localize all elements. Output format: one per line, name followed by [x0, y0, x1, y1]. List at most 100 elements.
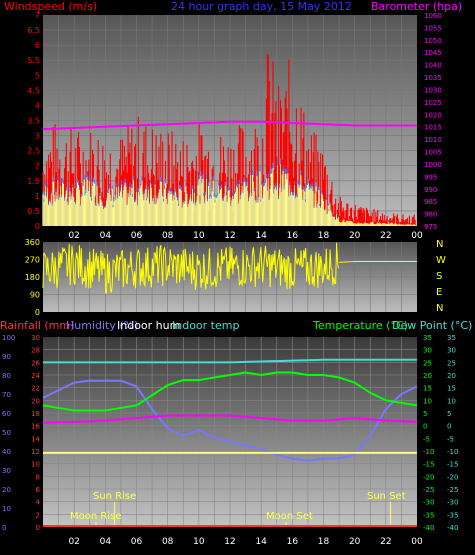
- wind-tick-label: 6: [35, 41, 40, 50]
- temp-tick-label: 0: [423, 423, 427, 431]
- baro-tick-label: 975: [424, 223, 437, 231]
- rain-tick-label: 20: [31, 397, 40, 405]
- compass-label: W: [436, 255, 446, 266]
- wind-tick-label: 0.5: [27, 207, 40, 216]
- temp-tick-label: -25: [423, 486, 434, 494]
- x-tick-label: 18: [318, 537, 330, 547]
- compass-label: S: [436, 271, 442, 282]
- baro-tick-label: 1025: [424, 99, 442, 107]
- dewpoint-tick-label: 35: [447, 334, 456, 342]
- compass-label: N: [436, 303, 443, 314]
- humidity-tick-label: 90: [2, 353, 11, 361]
- temp-tick-label: 10: [423, 397, 432, 405]
- baro-tick-label: 1015: [424, 124, 442, 132]
- dewpoint-tick-label: 5: [447, 410, 451, 418]
- baro-tick-label: 1035: [424, 74, 442, 82]
- humidity-line: [42, 379, 418, 462]
- temp-tick-label: 30: [423, 347, 432, 355]
- x-tick-label: 22: [380, 537, 391, 547]
- rain-tick-label: 24: [31, 372, 40, 380]
- x-tick-label: 10: [193, 537, 205, 547]
- temp-tick-label: 25: [423, 359, 432, 367]
- temp-tick-label: -5: [423, 435, 430, 443]
- temp-tick-label: -20: [423, 473, 434, 481]
- compass-label: E: [436, 287, 442, 298]
- moon-set-label: Moon Set: [266, 511, 313, 522]
- indoor-temp-line: [43, 358, 417, 364]
- temp-tick-label: -40: [423, 524, 434, 532]
- temp-tick-label: -35: [423, 511, 434, 519]
- temp-tick-label: 15: [423, 385, 432, 393]
- dewpoint-tick-label: -10: [447, 448, 458, 456]
- wind-direction-line: [42, 242, 339, 294]
- x-tick-label: 02: [68, 231, 79, 241]
- dewpoint-tick-label: 0: [447, 423, 451, 431]
- wind-tick-label: 2.5: [27, 147, 40, 156]
- temp-tick-label: 35: [423, 334, 432, 342]
- baro-tick-label: 985: [424, 198, 437, 206]
- dewpoint-tick-label: -40: [447, 524, 458, 532]
- x-tick-label: 16: [287, 231, 299, 241]
- rain-tick-label: 26: [31, 359, 40, 367]
- wind-tick-label: 1: [35, 192, 40, 201]
- wind-direction-calm-line: [339, 260, 417, 263]
- dewpoint-tick-label: 20: [447, 372, 456, 380]
- x-tick-label: 06: [131, 231, 143, 241]
- sun-rise-label: Sun Rise: [93, 491, 136, 502]
- baro-tick-label: 1060: [424, 12, 442, 20]
- baro-tick-label: 1030: [424, 86, 442, 94]
- x-tick-label: 10: [193, 231, 205, 241]
- direction-tick-label: 360: [25, 238, 40, 247]
- baro-tick-label: 995: [424, 173, 437, 181]
- humidity-tick-label: 70: [2, 391, 11, 399]
- humidity-tick-label: 10: [2, 505, 11, 513]
- dewpoint-tick-label: 10: [447, 397, 456, 405]
- x-tick-label: 00: [411, 537, 423, 547]
- x-tick-label: 14: [255, 231, 267, 241]
- wind-tick-label: 3.5: [27, 117, 40, 126]
- wind-tick-label: 7: [35, 11, 40, 20]
- compass-label: N: [436, 239, 443, 250]
- rain-tick-label: 0: [36, 524, 40, 532]
- legend-indoor-hum: Indoor hum: [117, 319, 180, 332]
- legend-indoor-temp: Indoor temp: [172, 319, 239, 332]
- baro-tick-label: 1050: [424, 37, 442, 45]
- x-tick-label: 02: [68, 537, 79, 547]
- baro-tick-label: 990: [424, 186, 437, 194]
- wind-tick-label: 0: [35, 222, 40, 231]
- x-tick-label: 04: [100, 231, 112, 241]
- wind-panel: 0 0.5 1 1.5 2 2.5 3 3.5 4 4.5 5 5.5 6 6.5 7 975 980 985 9…: [4, 0, 462, 241]
- dewpoint-tick-label: -30: [447, 499, 458, 507]
- baro-axis-title: Barometer (hpa): [371, 0, 462, 13]
- dewpoint-tick-label: -20: [447, 473, 458, 481]
- dewpoint-tick-label: -35: [447, 511, 458, 519]
- dewpoint-tick-label: -25: [447, 486, 458, 494]
- baro-tick-label: 1045: [424, 49, 442, 57]
- humidity-tick-label: 80: [2, 372, 11, 380]
- x-tick-label: 00: [411, 231, 423, 241]
- rain-tick-label: 8: [36, 473, 40, 481]
- x-tick-label: 14: [255, 537, 267, 547]
- rain-tick-label: 28: [31, 347, 40, 355]
- temp-tick-label: -30: [423, 499, 434, 507]
- temp-tick-label: 20: [423, 372, 432, 380]
- x-tick-label: 12: [224, 537, 235, 547]
- humidity-tick-label: 100: [2, 334, 15, 342]
- temp-tick-label: -10: [423, 448, 434, 456]
- temperature-line: [42, 371, 418, 412]
- temp-tick-label: -15: [423, 461, 434, 469]
- wind-tick-label: 4.5: [27, 86, 40, 95]
- x-tick-label: 12: [224, 231, 235, 241]
- rain-tick-label: 22: [31, 385, 40, 393]
- rain-tick-label: 18: [31, 410, 40, 418]
- wind-tick-label: 5: [35, 71, 40, 80]
- humidity-tick-label: 0: [2, 524, 6, 532]
- barometer-line: [42, 120, 417, 131]
- moon-rise-label: Moon Rise: [70, 511, 121, 522]
- legend-temperature: Temperature (°C): [312, 319, 408, 332]
- direction-tick-label: 90: [30, 291, 40, 300]
- baro-tick-label: 1010: [424, 136, 442, 144]
- wind-tick-label: 1.5: [27, 177, 40, 186]
